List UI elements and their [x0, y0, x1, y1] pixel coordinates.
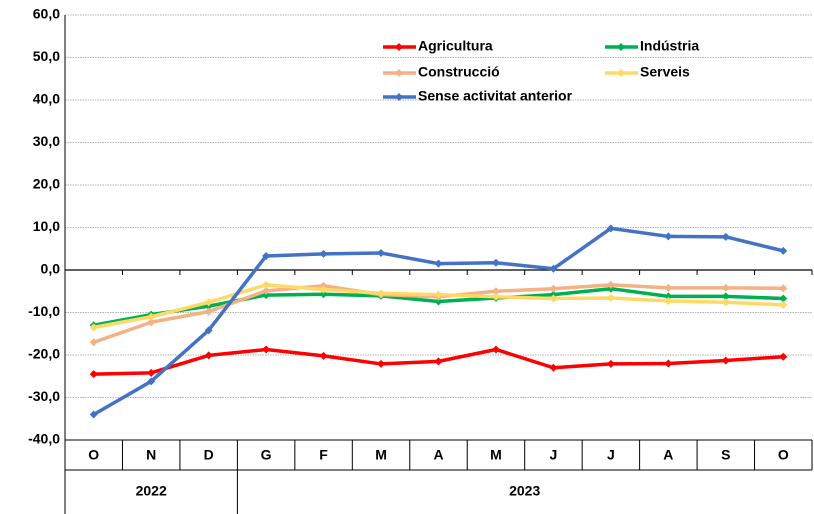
point-marker [204, 351, 213, 360]
point-marker [147, 312, 156, 321]
point-marker [262, 345, 271, 354]
x-tick-label: A [663, 447, 673, 463]
y-tick-label: 50,0 [33, 48, 60, 64]
x-tick-label: A [433, 447, 443, 463]
point-marker [779, 352, 788, 361]
point-marker [779, 294, 788, 303]
point-marker [491, 292, 500, 301]
point-marker [664, 283, 673, 292]
x-tick-label: J [607, 447, 615, 463]
x-tick-label: G [261, 447, 272, 463]
legend-label: Sense activitat anterior [418, 88, 573, 104]
legend-label: Agricultura [418, 38, 493, 54]
point-marker [606, 224, 615, 233]
legend-marker [617, 43, 625, 51]
x-tick-label: F [319, 447, 328, 463]
point-marker [434, 259, 443, 268]
point-marker [606, 359, 615, 368]
point-marker [377, 359, 386, 368]
legend-marker [395, 43, 403, 51]
point-marker [204, 326, 213, 335]
point-marker [147, 318, 156, 327]
y-tick-label: -40,0 [28, 431, 60, 447]
point-marker [204, 307, 213, 316]
point-marker [721, 298, 730, 307]
y-tick-label: 30,0 [33, 133, 60, 149]
point-marker [89, 410, 98, 419]
point-marker [549, 294, 558, 303]
y-tick-label: -30,0 [28, 388, 60, 404]
point-marker [779, 284, 788, 293]
y-tick-label: 0,0 [41, 261, 61, 277]
point-marker [491, 345, 500, 354]
point-marker [319, 290, 328, 299]
x-tick-label: O [88, 447, 99, 463]
point-marker [89, 370, 98, 379]
x-tick-label: D [204, 447, 214, 463]
point-marker [319, 351, 328, 360]
point-marker [664, 297, 673, 306]
point-marker [721, 283, 730, 292]
x-tick-label: M [490, 447, 502, 463]
point-marker [606, 280, 615, 289]
point-marker [319, 285, 328, 294]
x-tick-label: M [375, 447, 387, 463]
legend-marker [395, 69, 403, 77]
year-label: 2023 [509, 483, 540, 499]
point-marker [377, 249, 386, 257]
x-tick-label: N [146, 447, 156, 463]
y-tick-label: 60,0 [33, 6, 60, 22]
y-tick-label: 10,0 [33, 218, 60, 234]
x-tick-label: O [778, 447, 789, 463]
legend-label: Serveis [640, 64, 690, 80]
point-marker [147, 377, 156, 386]
series-line [92, 226, 784, 417]
point-marker [147, 368, 156, 377]
x-tick-label: J [550, 447, 558, 463]
point-marker [721, 232, 730, 241]
point-marker [779, 300, 788, 309]
point-marker [664, 359, 673, 368]
point-marker [434, 290, 443, 299]
point-marker [204, 298, 213, 307]
point-marker [606, 294, 615, 303]
point-marker [721, 356, 730, 365]
y-tick-label: 40,0 [33, 91, 60, 107]
x-tick-label: S [721, 447, 730, 463]
point-marker [377, 289, 386, 298]
point-marker [549, 363, 558, 372]
year-label: 2022 [136, 483, 167, 499]
legend-marker [617, 69, 625, 77]
point-marker [89, 323, 98, 332]
y-tick-label: -20,0 [28, 346, 60, 362]
point-marker [721, 292, 730, 301]
point-marker [89, 338, 98, 347]
point-marker [779, 246, 788, 255]
point-marker [549, 284, 558, 293]
point-marker [434, 357, 443, 366]
point-marker [262, 286, 271, 295]
point-marker [664, 292, 673, 301]
point-marker [491, 258, 500, 267]
point-marker [549, 264, 558, 273]
point-marker [664, 232, 673, 241]
legend-label: Construcció [418, 64, 500, 80]
point-marker [262, 280, 271, 289]
point-marker [262, 251, 271, 260]
y-tick-label: 20,0 [33, 176, 60, 192]
point-marker [434, 297, 443, 306]
y-tick-label: -10,0 [28, 303, 60, 319]
point-marker [491, 287, 500, 296]
legend-marker [395, 93, 403, 101]
point-marker [319, 249, 328, 258]
legend-label: Indústria [640, 38, 699, 54]
